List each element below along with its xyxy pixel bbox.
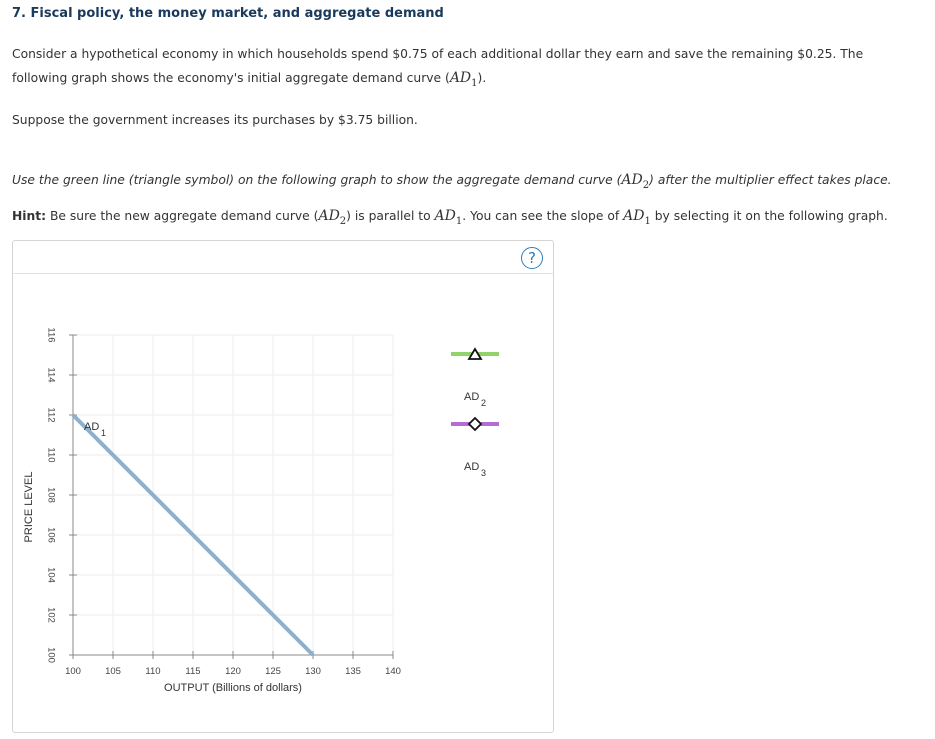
y-tick-label: 110 (45, 447, 56, 462)
graph-toolbar: ? (13, 241, 553, 274)
x-tick-label: 120 (225, 666, 241, 677)
x-tick-label: 115 (185, 666, 200, 677)
y-tick-label: 114 (45, 367, 56, 382)
y-tick-label: 112 (45, 407, 56, 422)
y-tick-label: 108 (45, 487, 56, 503)
help-icon[interactable]: ? (521, 247, 543, 269)
ad1-curve-label-sub: 1 (101, 428, 106, 438)
ad1-curve-label: AD (84, 421, 99, 433)
government-purchase-paragraph: Suppose the government increases its pur… (12, 113, 418, 127)
legend-ad2-label: AD (464, 391, 479, 403)
x-tick-label: 105 (105, 666, 121, 677)
legend-ad2-label-sub: 2 (481, 398, 486, 408)
hint-paragraph: Hint: Be sure the new aggregate demand c… (12, 208, 888, 227)
ad1-symbol: AD1 (449, 70, 478, 89)
legend-ad3-label: AD (464, 461, 479, 473)
aggregate-demand-graph[interactable]: 100 102 104 106 108 110 112 114 116 100 105 110 115 1… (13, 241, 553, 732)
intro-text: Consider a hypothetical economy in which… (12, 47, 864, 85)
y-tick-label: 116 (45, 327, 56, 342)
y-tick-label: 106 (45, 527, 56, 543)
x-tick-label: 135 (345, 666, 361, 677)
ad2-symbol: AD2 (621, 172, 650, 191)
diamond-icon[interactable] (467, 416, 483, 432)
ad1-curve[interactable] (71, 413, 315, 657)
triangle-icon[interactable] (467, 347, 483, 360)
y-tick-label: 104 (45, 567, 56, 583)
x-axis-title: OUTPUT (Billions of dollars) (164, 682, 302, 694)
x-tick-label: 110 (145, 666, 160, 677)
instruction-paragraph: Use the green line (triangle symbol) on … (12, 172, 892, 191)
y-axis-title: PRICE LEVEL (23, 472, 35, 543)
x-tick-label: 140 (385, 666, 401, 677)
y-tick-label: 100 (45, 647, 56, 663)
x-tick-label: 100 (65, 666, 81, 677)
hint-label: Hint: (12, 209, 47, 223)
graph-panel: ? 100 102 104 106 108 110 112 114 116 100 105 110 11… (12, 240, 554, 733)
legend-ad3-label-sub: 3 (481, 468, 486, 478)
x-tick-label: 125 (265, 666, 281, 677)
intro-paragraph: Consider a hypothetical economy in which… (12, 47, 864, 89)
y-tick-label: 102 (45, 607, 56, 623)
question-title: 7. Fiscal policy, the money market, and … (12, 6, 444, 21)
x-tick-label: 130 (305, 666, 321, 677)
